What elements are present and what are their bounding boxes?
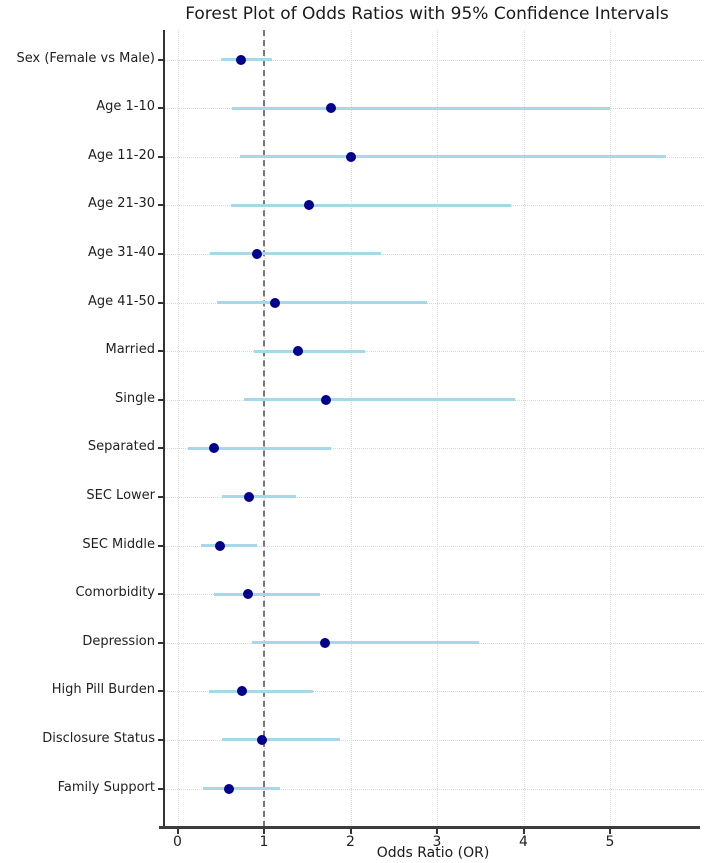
confidence-interval-bar <box>244 398 515 402</box>
x-tick-label: 0 <box>173 834 182 850</box>
x-axis-label: Odds Ratio (OR) <box>376 845 490 861</box>
y-gridline <box>164 253 704 255</box>
odds-ratio-point <box>292 346 303 357</box>
y-tick-mark <box>158 155 164 158</box>
y-tick-mark <box>158 252 164 255</box>
confidence-interval-bar <box>203 787 281 790</box>
y-tick-mark <box>158 301 164 304</box>
confidence-interval-bar <box>187 446 331 450</box>
odds-ratio-point <box>252 248 263 259</box>
confidence-interval-bar <box>208 689 314 693</box>
odds-ratio-point <box>235 54 246 65</box>
x-tick-mark <box>522 829 525 834</box>
odds-ratio-point <box>244 491 255 502</box>
confidence-interval-bar <box>239 155 667 159</box>
x-tick-mark <box>436 829 438 834</box>
x-tick-mark <box>263 829 265 834</box>
x-tick-label: 4 <box>519 834 528 850</box>
y-category-label: Single <box>115 390 155 406</box>
odds-ratio-point <box>325 103 336 114</box>
y-category-label: Age 21-30 <box>87 196 155 212</box>
confidence-interval-bar <box>251 641 479 645</box>
x-tick-mark <box>349 829 352 834</box>
y-category-label: Comorbidity <box>75 585 155 601</box>
y-category-label: High Pill Burden <box>51 682 155 698</box>
confidence-interval-bar <box>222 738 341 742</box>
y-tick-mark <box>158 58 164 61</box>
x-gridline <box>350 30 352 827</box>
odds-ratio-point <box>321 394 332 405</box>
y-category-label: SEC Middle <box>82 536 155 552</box>
confidence-interval-bar <box>200 544 258 547</box>
y-tick-mark <box>158 107 164 110</box>
odds-ratio-point <box>214 540 225 551</box>
x-tick-label: 2 <box>346 834 355 850</box>
y-gridline <box>164 691 704 693</box>
x-tick-label: 5 <box>605 834 615 850</box>
odds-ratio-point <box>257 734 268 745</box>
y-gridline <box>164 59 704 61</box>
y-tick-mark <box>158 350 164 353</box>
y-tick-mark <box>158 641 164 644</box>
y-tick-mark <box>158 544 164 547</box>
confidence-interval-bar <box>221 495 296 499</box>
y-tick-mark <box>158 787 164 790</box>
y-gridline <box>164 351 704 353</box>
odds-ratio-point <box>303 200 314 211</box>
odds-ratio-point <box>243 589 254 600</box>
y-tick-mark <box>158 204 164 207</box>
confidence-interval-bar <box>231 203 511 207</box>
y-tick-mark <box>158 398 164 401</box>
y-gridline <box>164 545 704 547</box>
y-category-label: Age 31-40 <box>87 244 155 260</box>
y-gridline <box>164 739 704 741</box>
odds-ratio-point <box>224 783 235 794</box>
y-category-label: Sex (Female vs Male) <box>16 50 155 66</box>
odds-ratio-point <box>270 297 281 308</box>
y-tick-mark <box>158 738 164 741</box>
x-gridline <box>177 30 179 827</box>
y-gridline <box>164 448 704 450</box>
y-category-label: Age 41-50 <box>87 293 155 309</box>
confidence-interval-bar <box>213 592 321 596</box>
x-gridline <box>610 30 611 827</box>
y-category-label: Family Support <box>57 779 155 795</box>
chart-title: Forest Plot of Odds Ratios with 95% Conf… <box>185 4 669 24</box>
x-tick-label: 3 <box>432 834 442 850</box>
y-tick-mark <box>158 690 164 693</box>
y-category-label: Age 1-10 <box>96 99 155 115</box>
confidence-interval-bar <box>254 349 366 353</box>
y-tick-mark <box>158 495 164 498</box>
y-category-label: Disclosure Status <box>42 730 155 746</box>
x-gridline <box>523 30 525 827</box>
x-tick-mark <box>176 829 179 834</box>
x-tick-label: 1 <box>259 834 269 850</box>
y-gridline <box>164 788 704 790</box>
y-axis-spine <box>163 30 165 827</box>
odds-ratio-point <box>208 443 219 454</box>
x-gridline <box>437 30 438 827</box>
y-gridline <box>164 594 704 596</box>
y-gridline <box>164 302 704 304</box>
y-category-label: Depression <box>82 633 155 649</box>
confidence-interval-bar <box>217 301 427 304</box>
y-category-label: SEC Lower <box>86 487 155 503</box>
y-category-label: Married <box>105 342 155 358</box>
odds-ratio-point <box>319 637 330 648</box>
odds-ratio-point <box>345 151 356 162</box>
x-axis-line <box>159 826 700 829</box>
y-category-label: Age 11-20 <box>87 147 155 163</box>
y-category-label: Separated <box>87 439 155 455</box>
y-gridline <box>164 496 704 498</box>
odds-ratio-point <box>236 686 247 697</box>
confidence-interval-bar <box>210 252 381 256</box>
y-tick-mark <box>158 447 164 450</box>
reference-line <box>263 30 265 827</box>
y-tick-mark <box>158 593 164 596</box>
confidence-interval-bar <box>220 58 272 61</box>
confidence-interval-bar <box>231 106 610 110</box>
x-tick-mark <box>609 829 611 834</box>
